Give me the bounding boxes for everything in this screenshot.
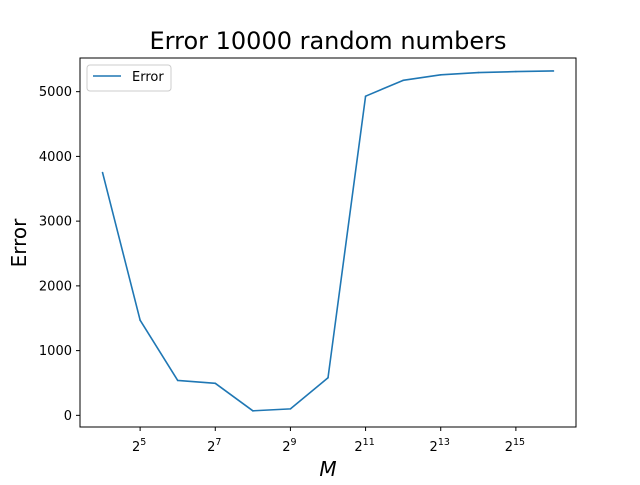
x-axis-label: M [319, 457, 336, 480]
data-point [515, 70, 517, 73]
data-point [214, 382, 217, 385]
data-point [402, 79, 404, 82]
x-tick-label: 29 [282, 437, 296, 455]
data-point [101, 171, 104, 174]
x-tick-label: 211 [354, 437, 374, 455]
y-tick-label: 3000 [39, 215, 72, 230]
y-axis-label: Error [7, 218, 31, 268]
y-tick-label: 2000 [39, 279, 72, 294]
data-point [289, 408, 292, 410]
chart-title: Error 10000 random numbers [150, 27, 507, 55]
legend-label: Error [132, 70, 164, 85]
series-group [101, 70, 555, 412]
legend: Error [86, 64, 172, 92]
y-tick-label: 1000 [39, 344, 72, 359]
data-point [139, 319, 141, 321]
y-tick-label: 5000 [39, 85, 72, 100]
data-point [477, 71, 480, 74]
plot-area [79, 57, 577, 428]
legend-box [86, 64, 172, 92]
x-tick-label: 27 [207, 437, 221, 455]
x-tick-label: 25 [132, 437, 146, 455]
y-tick-label: 4000 [39, 150, 72, 165]
y-tick-label: 0 [64, 409, 72, 424]
data-point [327, 377, 329, 379]
data-point [364, 95, 367, 97]
data-point [176, 379, 179, 382]
data-point [252, 410, 254, 412]
x-axis: 25 27 29 211 213 215 [132, 427, 525, 455]
x-tick-label: 213 [430, 437, 450, 455]
y-axis: 0 1000 2000 3000 4000 5000 [39, 85, 80, 424]
data-point [552, 70, 555, 72]
x-tick-label: 215 [505, 437, 525, 455]
data-point [439, 74, 442, 76]
